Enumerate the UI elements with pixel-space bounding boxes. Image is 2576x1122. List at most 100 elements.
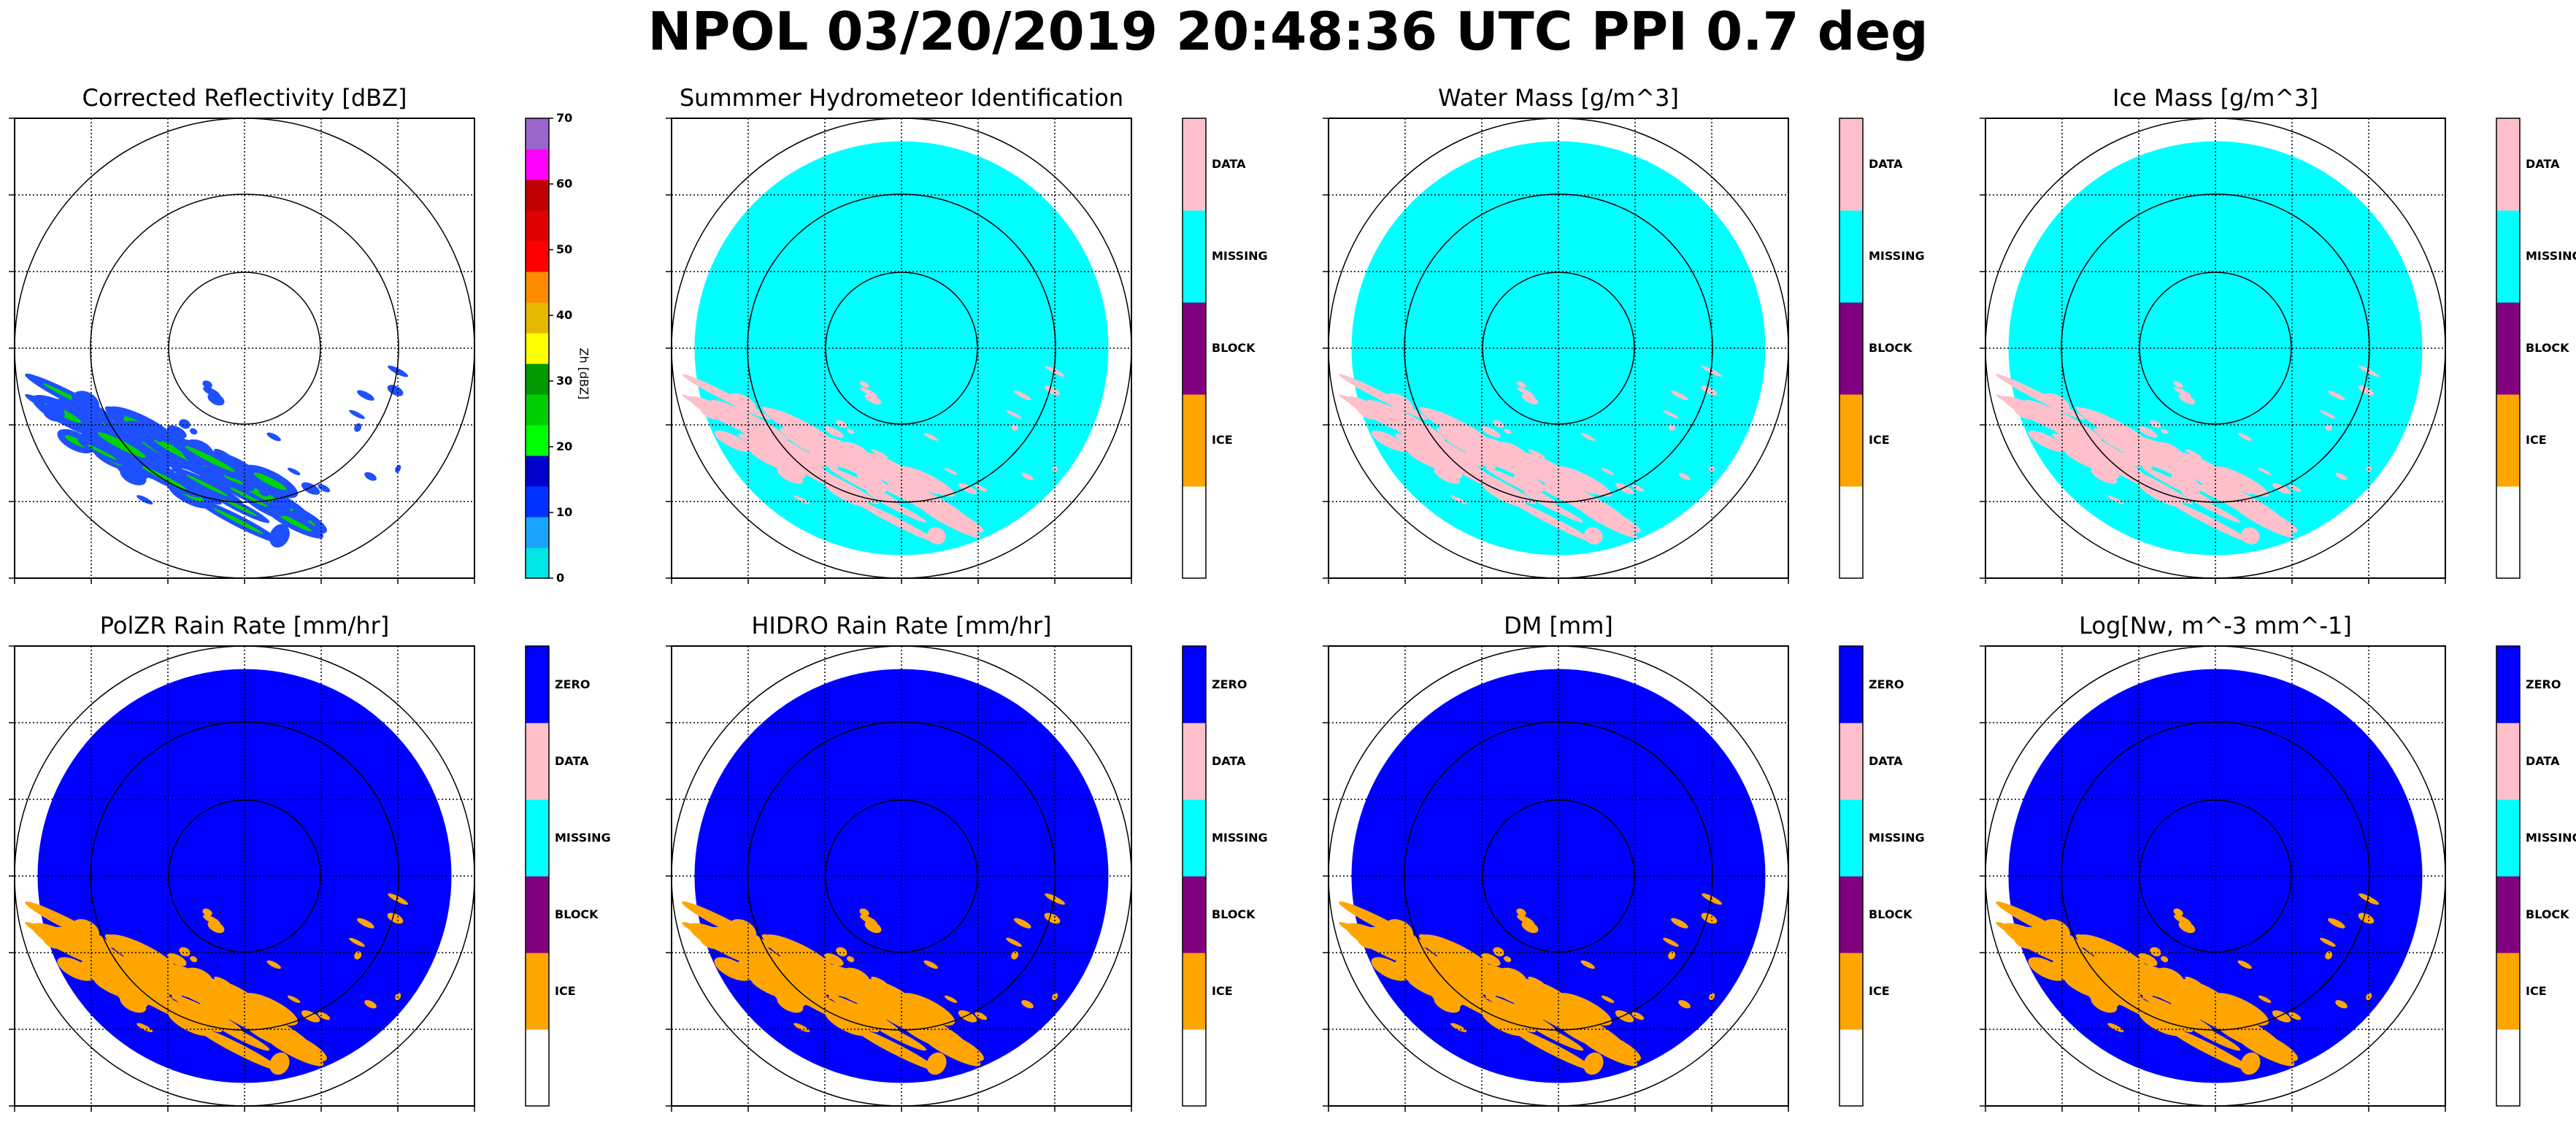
- colorbar-segment: [1839, 799, 1863, 877]
- echo-cell: [301, 482, 320, 495]
- colorbar-segment: [1839, 394, 1863, 487]
- colorbar-segment: [1839, 486, 1863, 579]
- colorbar-segment: [526, 241, 549, 272]
- colorbar-segment: [526, 425, 549, 456]
- echo-cell: [857, 472, 888, 493]
- echo-cell: [104, 406, 123, 418]
- colorbar-frame: [1182, 645, 1207, 1107]
- echo-cell: [1442, 434, 1510, 470]
- echo-cell: [1356, 404, 1379, 420]
- echo-cell: [927, 500, 947, 515]
- echo-cell: [2013, 404, 2036, 420]
- colorbar-tick-label: 20: [556, 439, 573, 453]
- range-ring-3: [2139, 799, 2292, 953]
- echo-cell: [126, 985, 201, 1026]
- colorbar-segment: [526, 547, 549, 579]
- colorbar-category-label: ZERO: [555, 677, 591, 691]
- colorbar-segment: [526, 118, 549, 150]
- figure-title: NPOL 03/20/2019 20:48:36 UTC PPI 0.7 deg: [647, 1, 1929, 62]
- colorbar-segment: [1183, 302, 1206, 395]
- colorbar-frame: [1839, 118, 1864, 579]
- echo-cell: [270, 498, 291, 517]
- colorbar-category-label: DATA: [2526, 157, 2560, 171]
- echo-cell: [2258, 995, 2272, 1003]
- chart-panel: Ice Mass [g/m^3] ICE BLOCK MISSING DATA: [1980, 83, 2576, 594]
- echo-cell: [1521, 921, 1539, 934]
- echo-cell: [207, 393, 225, 406]
- colorbar-segment: [526, 517, 549, 548]
- echo-cell: [2241, 1026, 2261, 1044]
- echo-cell: [42, 403, 65, 422]
- colorbar-category-label: DATA: [1869, 157, 1903, 171]
- echo-core: [185, 474, 228, 497]
- echo-cell: [357, 918, 374, 929]
- colorbar-segment: [526, 1029, 549, 1107]
- colorbar-segment: [1839, 118, 1863, 211]
- colorbar-segment: [526, 149, 549, 180]
- echo-cell: [2241, 527, 2260, 545]
- colorbar-segment: [1839, 646, 1863, 723]
- colorbar-segment: [2496, 953, 2520, 1030]
- colorbar-segment: [1839, 210, 1863, 303]
- echo-cell: [209, 1019, 270, 1051]
- echo-cell: [71, 919, 99, 942]
- echo-cell: [190, 956, 198, 963]
- echo-core: [185, 445, 235, 472]
- echo-cell: [836, 420, 847, 429]
- colorbar-segment: [1183, 118, 1206, 211]
- echo-cell: [1493, 947, 1504, 957]
- colorbar-frame: [1182, 118, 1207, 579]
- echo-cell: [1418, 934, 1437, 945]
- echo-cell: [2125, 435, 2134, 442]
- echo-cell: [387, 385, 404, 396]
- echo-cell: [728, 393, 756, 412]
- echo-cell: [2075, 407, 2094, 417]
- echo-cell: [1536, 985, 1554, 996]
- range-ring-3: [1482, 272, 1635, 425]
- echo-cell: [923, 433, 938, 441]
- echo-cell: [266, 960, 281, 969]
- colorbar-frame: [525, 645, 550, 1107]
- echo-cell: [2125, 962, 2134, 970]
- echo-cell: [1668, 424, 1675, 431]
- echo-cell: [357, 390, 374, 401]
- echo-cell: [179, 947, 191, 957]
- echo-cell: [2185, 976, 2202, 987]
- echo-cell: [1006, 937, 1022, 947]
- echo-cell: [825, 437, 909, 481]
- colorbar: [1839, 118, 1864, 579]
- echo-cell: [1014, 918, 1031, 929]
- echo-cell: [172, 462, 179, 472]
- colorbar-segment: [1183, 1029, 1206, 1107]
- echo-cell: [1440, 985, 1515, 1026]
- echo-cell: [866, 491, 927, 523]
- echo-cell: [1011, 424, 1018, 431]
- echo-cell: [2240, 1052, 2261, 1075]
- echo-cell: [1601, 468, 1615, 475]
- echo-cell: [318, 484, 331, 493]
- echo-cell: [2137, 953, 2158, 967]
- colorbar-segment: [1839, 302, 1863, 395]
- colorbar-category-label: BLOCK: [2526, 907, 2569, 921]
- radar-ppi-plot: [1323, 645, 1789, 1112]
- echo-cell: [196, 1027, 281, 1071]
- echo-cell: [301, 1010, 320, 1023]
- colorbar-segment: [526, 456, 549, 487]
- chart-panel: Summmer Hydrometeor Identification ICE BLO…: [666, 83, 1286, 594]
- field-layer: [25, 365, 409, 548]
- echo-cell: [1615, 483, 1634, 494]
- echo-cell: [349, 937, 365, 947]
- echo-cell: [859, 381, 869, 388]
- colorbar-category-label: MISSING: [1869, 249, 1925, 263]
- colorbar-segment: [1183, 486, 1206, 579]
- echo-cell: [1385, 919, 1413, 942]
- echo-cell: [1601, 995, 1615, 1003]
- echo-cell: [2150, 420, 2161, 429]
- echo-cell: [2139, 437, 2223, 481]
- echo-cell: [2142, 464, 2149, 471]
- echo-cell: [2097, 458, 2172, 497]
- chart-panel: Corrected Reflectivity [dBZ] 0 10 20 30 40 50 6…: [9, 83, 629, 594]
- chart-title: Water Mass [g/m^3]: [1438, 84, 1679, 112]
- radar-ppi-plot: [1980, 645, 2446, 1112]
- colorbar: [2496, 645, 2521, 1107]
